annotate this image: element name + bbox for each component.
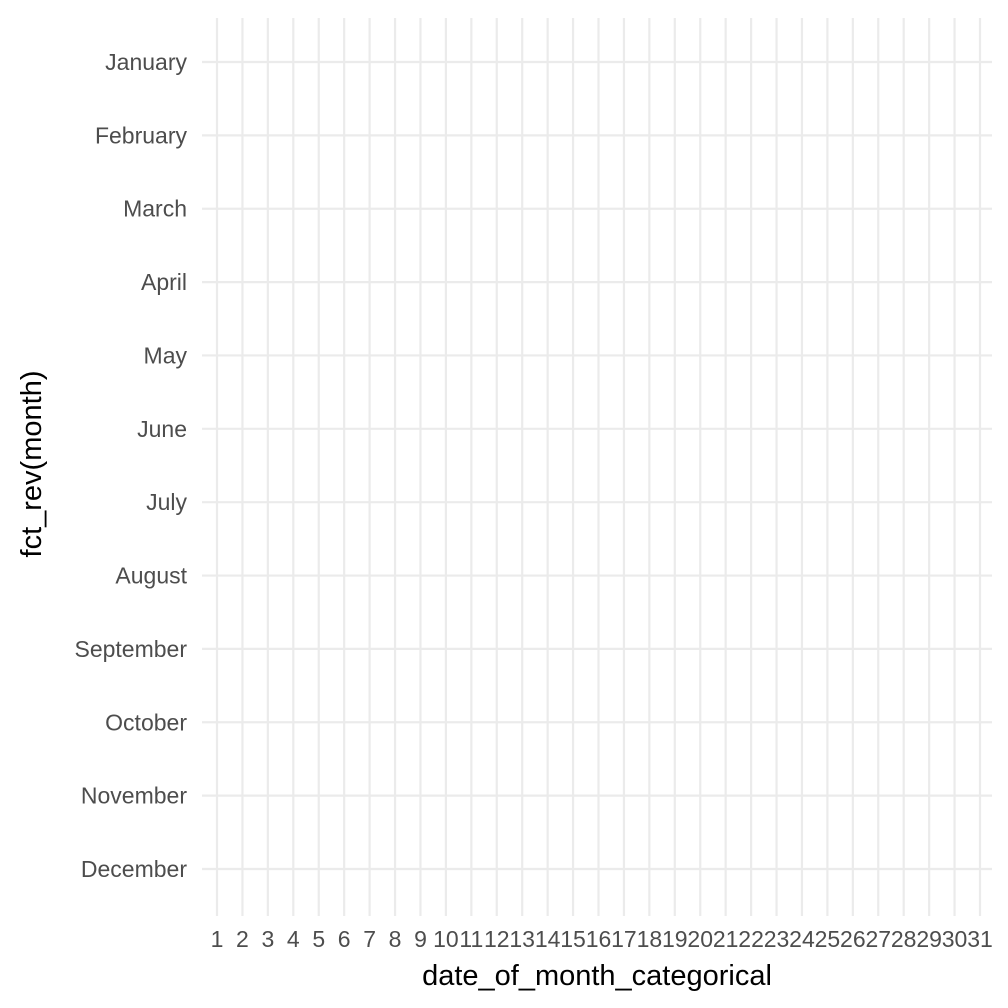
x-tick-label: 20 <box>687 926 713 952</box>
y-axis-title: fct_rev(month) <box>16 371 48 558</box>
x-tick-label: 30 <box>942 926 968 952</box>
x-tick-label: 13 <box>509 926 535 952</box>
y-axis-ticks: January February March April May June July Augu… <box>74 49 187 882</box>
y-tick-label: September <box>74 636 187 662</box>
grid-layer <box>202 18 992 916</box>
y-tick-label: March <box>123 196 187 222</box>
x-tick-label: 12 <box>484 926 510 952</box>
y-tick-label: November <box>81 783 187 809</box>
x-tick-label: 6 <box>338 926 351 952</box>
x-tick-label: 8 <box>389 926 402 952</box>
x-tick-label: 17 <box>611 926 637 952</box>
x-tick-label: 7 <box>363 926 376 952</box>
x-tick-label: 29 <box>916 926 942 952</box>
x-tick-label: 18 <box>637 926 663 952</box>
x-tick-label: 5 <box>312 926 325 952</box>
x-tick-label: 16 <box>586 926 612 952</box>
y-tick-label: February <box>95 122 188 148</box>
y-tick-label: October <box>105 709 187 735</box>
y-tick-label: April <box>141 269 187 295</box>
x-tick-label: 21 <box>713 926 739 952</box>
y-tick-label: July <box>146 489 187 515</box>
x-axis-title: date_of_month_categorical <box>422 960 772 992</box>
x-tick-label: 1 <box>211 926 224 952</box>
x-tick-label: 22 <box>738 926 764 952</box>
x-tick-label: 11 <box>459 926 483 952</box>
y-tick-label: June <box>137 416 187 442</box>
x-tick-label: 15 <box>560 926 586 952</box>
x-axis-ticks: 1 2 3 4 5 6 7 8 9 10 11 12 13 14 15 16 17 18 19 20 21 22 23 24 2… <box>211 926 993 952</box>
y-tick-label: August <box>115 563 187 589</box>
x-tick-label: 3 <box>261 926 274 952</box>
x-tick-label: 26 <box>840 926 866 952</box>
x-tick-label: 19 <box>662 926 688 952</box>
x-tick-label: 14 <box>535 926 561 952</box>
x-tick-label: 9 <box>414 926 427 952</box>
x-tick-label: 31 <box>967 926 993 952</box>
y-tick-label: May <box>144 342 188 368</box>
x-tick-label: 10 <box>433 926 459 952</box>
x-tick-label: 27 <box>865 926 891 952</box>
y-tick-label: December <box>81 856 187 882</box>
x-tick-label: 24 <box>789 926 815 952</box>
y-tick-label: January <box>105 49 187 75</box>
x-tick-label: 2 <box>236 926 249 952</box>
x-tick-label: 25 <box>815 926 841 952</box>
x-tick-label: 23 <box>764 926 790 952</box>
x-tick-label: 4 <box>287 926 300 952</box>
x-tick-label: 28 <box>891 926 917 952</box>
